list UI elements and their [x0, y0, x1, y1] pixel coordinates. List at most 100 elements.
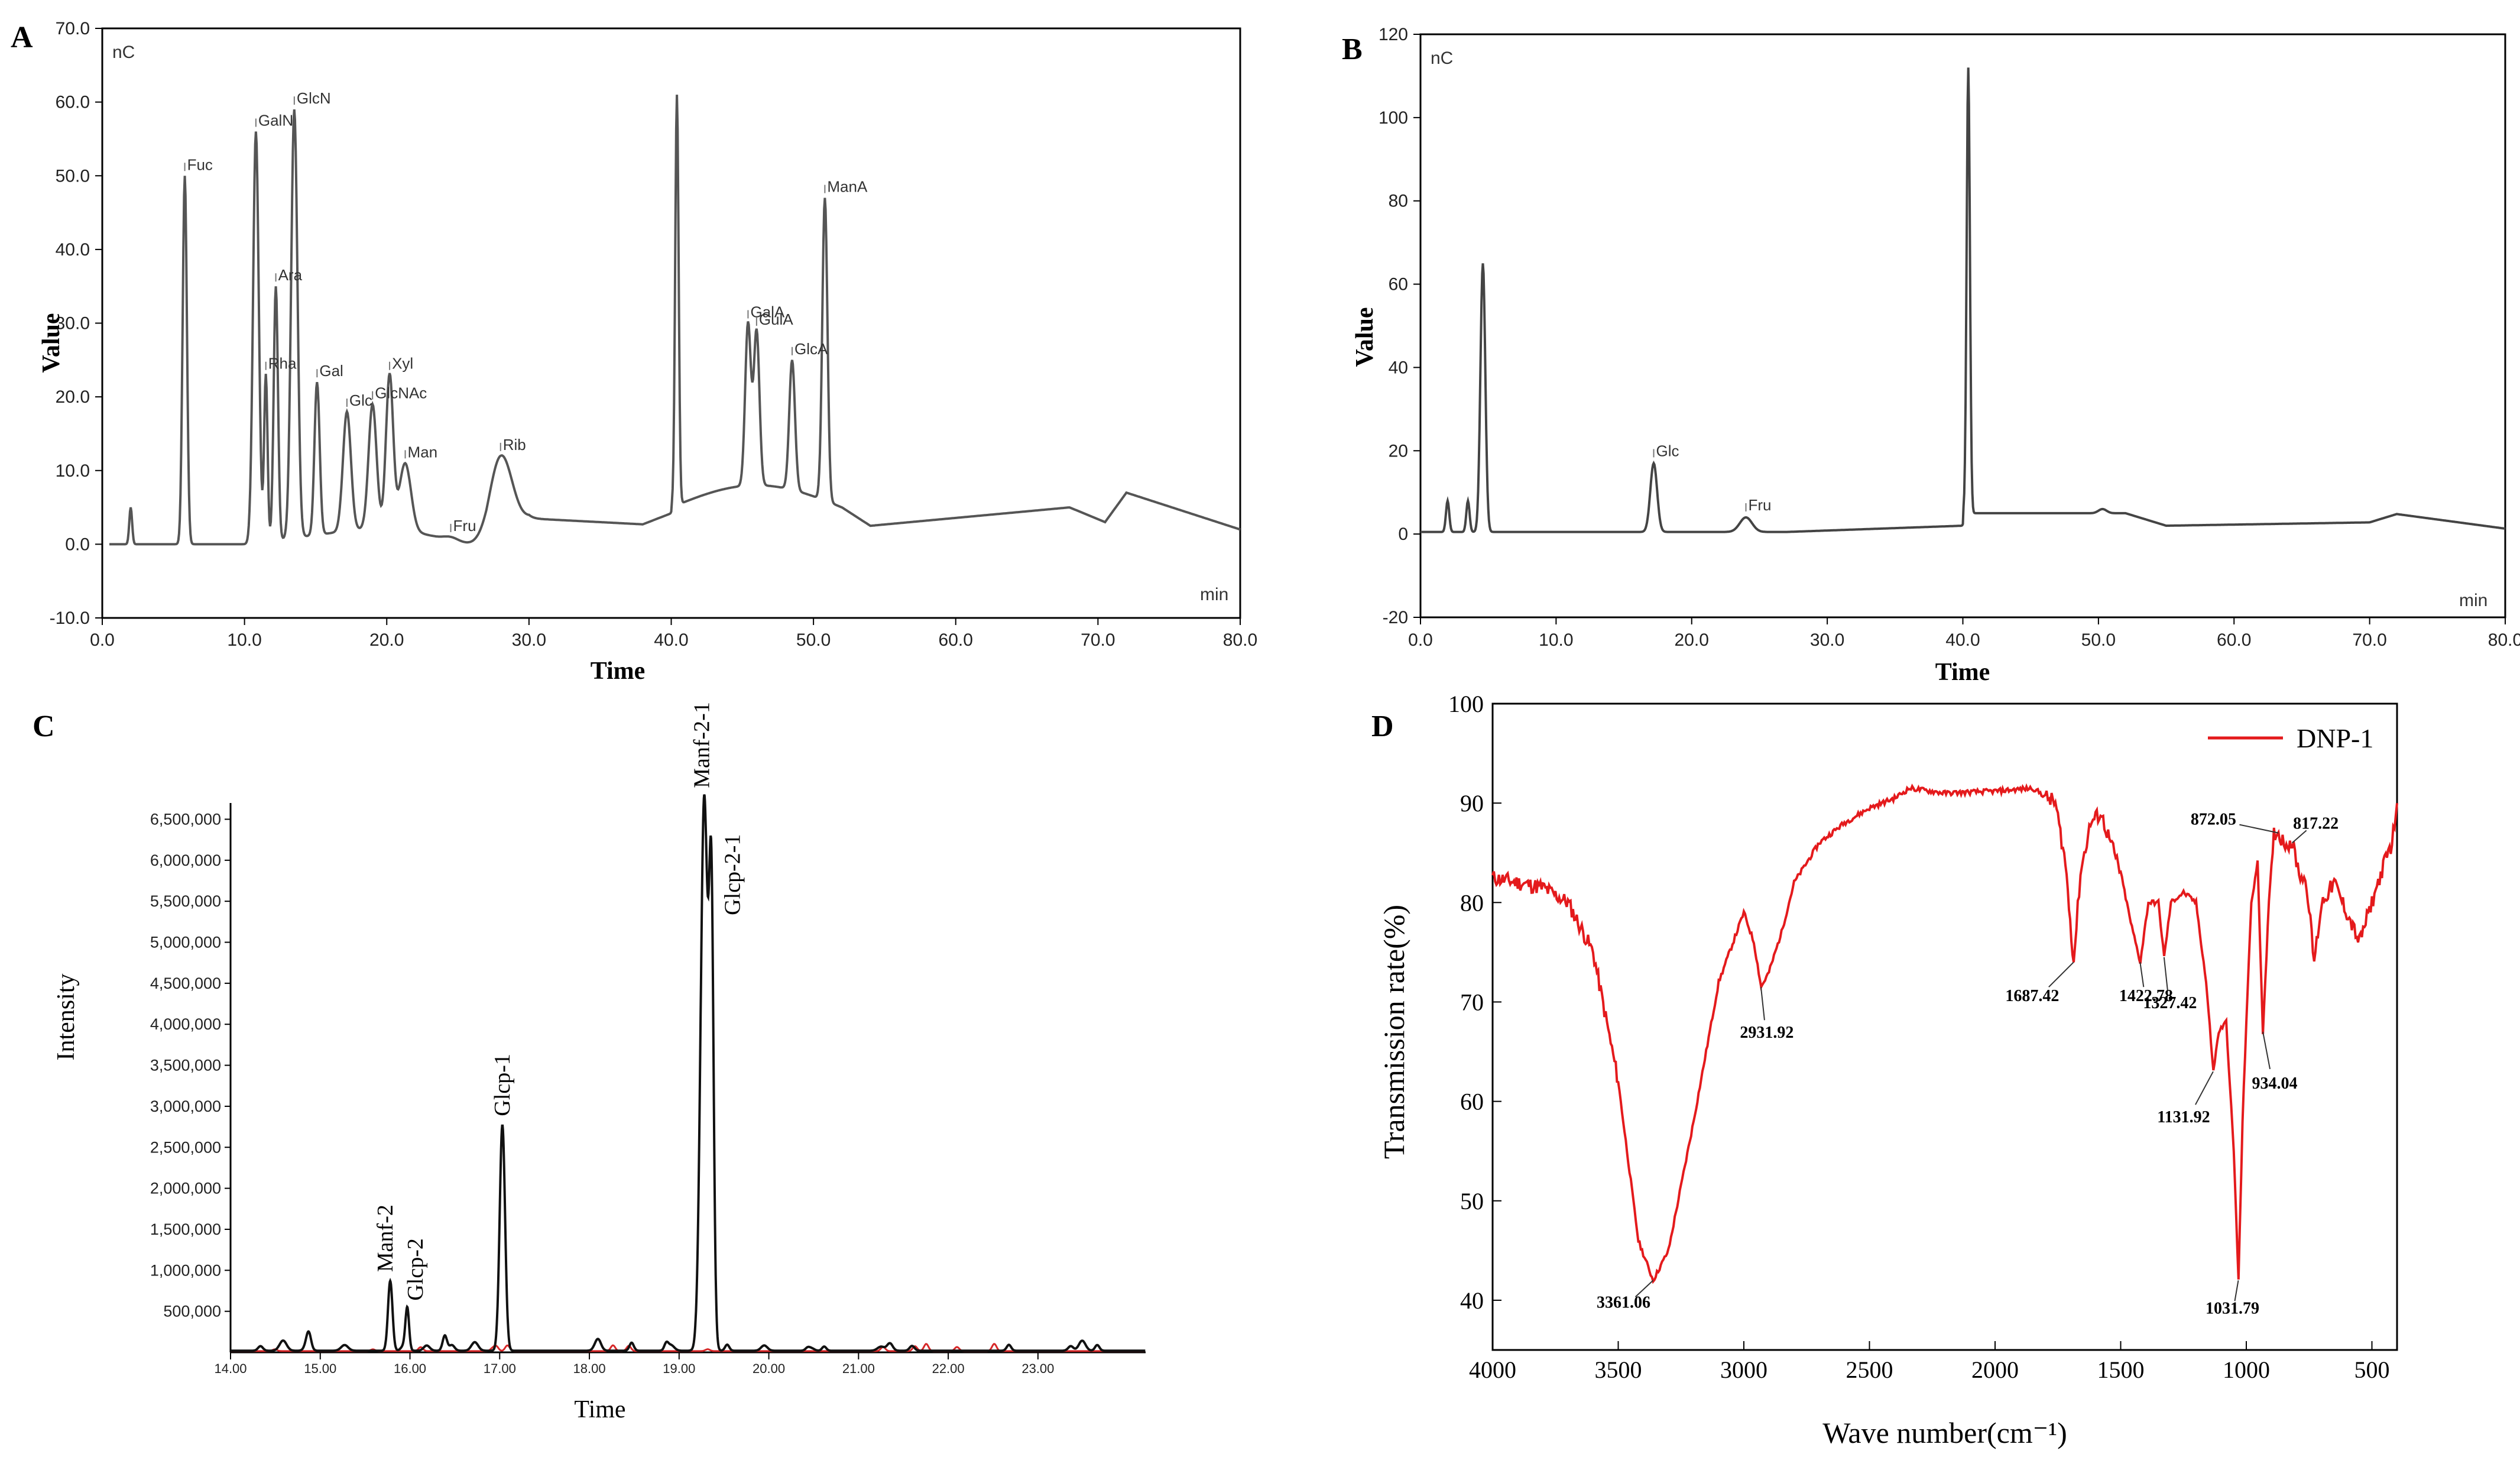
x-axis-label-d: Wave number(cm⁻¹)	[1822, 1416, 2067, 1449]
ticks-c: 14.00 15.00 16.00 17.00 18.00 19.00 20.00 21.00…	[150, 810, 1055, 1376]
peak-label-a: GlcNAc	[375, 384, 427, 402]
annotation-leader-d	[2262, 1031, 2271, 1070]
peak-label-a: Fru	[453, 517, 476, 535]
peak-labels-a: Fuc GalN Rha Ara GlcN Gal Glc GlcNAc Xyl Man Fru Ri…	[184, 89, 868, 535]
x-tick-label-a: 0.0	[90, 630, 115, 650]
y-tick-label-c: 1,500,000	[150, 1220, 221, 1238]
annotation-label-d: 872.05	[2191, 811, 2236, 829]
x-tick-label-b: 40.0	[1945, 630, 1980, 650]
x-unit-a: min	[1200, 585, 1228, 604]
x-tick-label-a: 30.0	[512, 630, 546, 650]
y-tick-label-c: 5,000,000	[150, 934, 221, 951]
x-tick-label-c: 23.00	[1021, 1361, 1054, 1376]
peak-label-a: GlcN	[297, 89, 331, 107]
unit-label-a: nC	[112, 43, 135, 62]
annotation-leader-d	[1634, 1280, 1654, 1298]
y-tick-label-d: 50	[1460, 1188, 1484, 1215]
y-tick-label-b: 0	[1398, 524, 1408, 544]
y-tick-label-d: 90	[1460, 790, 1484, 817]
panel-a: A nC min 0.0 10.0 20.0 30.0 40.0 50.0 60.0 70.0…	[11, 19, 1257, 685]
x-tick-label-a: 70.0	[1081, 630, 1115, 650]
x-unit-b: min	[2459, 591, 2487, 610]
chromatogram-trace-c	[231, 794, 1146, 1352]
peak-label-c: Glcp-2	[403, 1238, 428, 1301]
peak-label-a: GulA	[759, 310, 793, 328]
x-tick-label-c: 18.00	[573, 1361, 606, 1376]
annotation-label-d: 817.22	[2293, 814, 2339, 833]
panel-letter-c: C	[33, 710, 55, 743]
y-tick-label-c: 3,500,000	[150, 1057, 221, 1074]
x-axis-label-b: Time	[1935, 659, 1990, 686]
annotation-leader-d	[2195, 1071, 2214, 1105]
annotation-label-d: 1031.79	[2206, 1299, 2259, 1317]
x-axis-label-c: Time	[574, 1396, 625, 1423]
x-tick-label-d: 3500	[1595, 1356, 1642, 1383]
x-tick-label-d: 500	[2354, 1356, 2390, 1383]
chromatogram-trace-a	[109, 95, 1241, 546]
x-tick-label-a: 40.0	[654, 630, 688, 650]
annotation-label-d: 1131.92	[2157, 1108, 2210, 1126]
ftir-spectrum-d	[1491, 783, 2398, 1284]
annotation-label-d: 934.04	[2252, 1074, 2298, 1093]
plot-frame-d	[1491, 702, 2398, 1351]
y-tick-label-c: 2,500,000	[150, 1138, 221, 1156]
peak-label-a: ManA	[827, 178, 868, 196]
ticks-a: 0.0 10.0 20.0 30.0 40.0 50.0 60.0 70.0 80.0 -10.0…	[50, 19, 1258, 650]
peak-label-c: Manf-2	[373, 1205, 398, 1272]
x-tick-label-b: 80.0	[2488, 630, 2520, 650]
y-tick-label-b: 100	[1379, 108, 1408, 128]
y-tick-label-c: 2,000,000	[150, 1180, 221, 1197]
annotation-leader-d	[2292, 830, 2307, 844]
y-tick-label-b: 40	[1389, 358, 1408, 377]
y-tick-label-c: 6,000,000	[150, 851, 221, 869]
peak-label-b: Glc	[1656, 442, 1679, 459]
peak-label-a: Man	[408, 443, 438, 461]
unit-label-b: nC	[1431, 48, 1453, 68]
x-tick-label-a: 60.0	[939, 630, 973, 650]
x-axis-label-a: Time	[591, 658, 646, 685]
y-tick-label-d: 100	[1448, 691, 1484, 717]
y-tick-label-d: 80	[1460, 889, 1484, 916]
x-tick-label-b: 70.0	[2352, 630, 2386, 650]
annotation-label-d: 2931.92	[1740, 1024, 1793, 1042]
x-tick-label-a: 20.0	[369, 630, 404, 650]
y-tick-label-d: 40	[1460, 1287, 1484, 1314]
peak-label-c: Glcp-1	[490, 1054, 515, 1116]
x-tick-label-d: 1500	[2097, 1356, 2145, 1383]
peak-label-a: Fuc	[187, 156, 213, 173]
annotation-label-d: 1422.78	[2119, 987, 2173, 1005]
annotation-leader-d	[2139, 962, 2145, 987]
ticks-d: 4000 3500 3000 2500 2000 1500 1000 500 40 50 60 70 8…	[1448, 691, 2390, 1383]
y-tick-label-c: 4,000,000	[150, 1015, 221, 1033]
panel-b: B nC min 0.0 10.0 20.0 30.0 40.0 50.0 60.0 70.0…	[1342, 25, 2520, 686]
x-tick-label-d: 3000	[1720, 1356, 1767, 1383]
x-tick-label-c: 16.00	[394, 1361, 426, 1376]
y-tick-label-c: 4,500,000	[150, 974, 221, 992]
annotation-label-d: 1687.42	[2005, 987, 2059, 1005]
panel-c: C 14.00 15.00 16.00 17.00 18.00 19.00 20.00 21.…	[33, 702, 1146, 1423]
y-tick-label-b: -20	[1383, 608, 1408, 627]
peak-label-b: Fru	[1749, 496, 1772, 514]
x-tick-label-a: 80.0	[1223, 630, 1257, 650]
y-axis-label-c: Intensity	[53, 974, 80, 1061]
y-axis-label-a: Value	[38, 313, 65, 373]
panel-letter-b: B	[1342, 33, 1363, 66]
y-tick-label-a: -10.0	[50, 608, 90, 628]
peak-labels-c: Manf-2 Glcp-2 Glcp-1 Manf-2-1 Glcp-2-1	[373, 702, 745, 1300]
y-tick-label-b: 80	[1389, 192, 1408, 211]
peak-label-a: Ara	[278, 266, 303, 284]
legend-label-d: DNP-1	[2297, 723, 2373, 753]
y-tick-label-a: 0.0	[65, 535, 90, 554]
x-tick-label-a: 50.0	[796, 630, 831, 650]
y-tick-label-d: 70	[1460, 989, 1484, 1015]
y-tick-label-d: 60	[1460, 1089, 1484, 1115]
y-tick-label-c: 1,000,000	[150, 1261, 221, 1279]
y-tick-label-c: 5,500,000	[150, 892, 221, 910]
x-tick-label-b: 20.0	[1675, 630, 1709, 650]
x-tick-label-d: 4000	[1469, 1356, 1516, 1383]
x-tick-label-c: 22.00	[932, 1361, 965, 1376]
x-tick-label-b: 60.0	[2217, 630, 2251, 650]
annotation-leader-d	[2163, 957, 2168, 990]
peak-label-a: Gal	[319, 362, 343, 380]
